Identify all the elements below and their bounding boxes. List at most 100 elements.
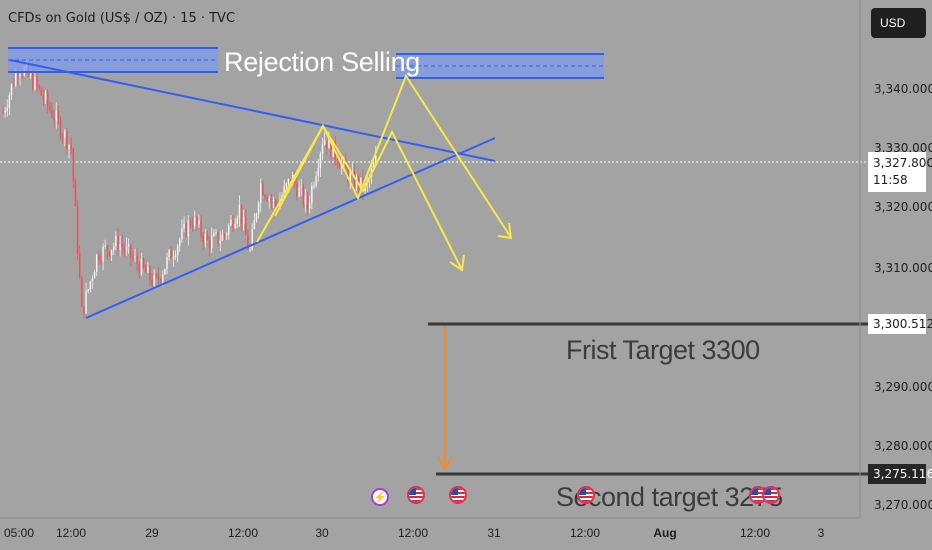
us-flag-icon[interactable]: [449, 486, 467, 504]
descending-trendline: [9, 59, 496, 162]
price-tick: 3,320.000: [874, 200, 932, 214]
bull-candle: [332, 141, 334, 157]
bull-candle: [162, 274, 164, 282]
bull-candle: [183, 223, 185, 229]
bear-candle: [206, 234, 209, 240]
us-flag-icon[interactable]: [577, 486, 595, 504]
bear-candle: [70, 144, 72, 149]
bull-candle: [272, 200, 275, 202]
bear-candle: [144, 267, 147, 273]
bull-candle: [6, 107, 9, 112]
bull-candle: [181, 228, 183, 240]
bull-candle: [308, 203, 311, 209]
bear-candle: [185, 223, 187, 237]
bear-candle: [353, 170, 356, 188]
time-tick: Aug: [653, 526, 677, 540]
bear-candle: [306, 195, 309, 209]
bull-candle: [242, 217, 245, 224]
bull-candle: [259, 183, 262, 203]
bull-candle: [166, 257, 168, 269]
time-tick: 30: [315, 526, 329, 540]
bear-candle: [189, 220, 192, 226]
bear-candle: [40, 88, 43, 96]
price-axis[interactable]: 3,340.000 3,330.000 3,320.000 3,310.000 …: [860, 0, 932, 518]
bull-candle: [323, 140, 326, 145]
bull-candle: [44, 93, 47, 100]
bear-candle: [136, 256, 138, 265]
time-tick: 05:00: [3, 526, 35, 540]
bear-candle: [81, 277, 83, 307]
bear-candle: [240, 204, 243, 224]
target-arrowhead: [437, 456, 453, 471]
bull-candle: [115, 236, 117, 247]
symbol-title[interactable]: CFDs on Gold (US$ / OZ) · 15 · TVC: [8, 11, 236, 26]
bull-candle: [64, 131, 66, 138]
bull-candle: [193, 217, 196, 227]
bear-candle: [100, 260, 102, 262]
bull-candle: [10, 84, 13, 96]
price-tick: 3,310.000: [874, 261, 932, 275]
rejection-zone-left: [8, 47, 218, 73]
time-tick: 3: [817, 526, 825, 540]
us-flag-icon[interactable]: [407, 486, 425, 504]
bear-candle: [117, 236, 119, 250]
bear-candle: [277, 207, 279, 209]
bull-candle: [168, 250, 170, 258]
bear-candle: [138, 264, 141, 275]
bear-candle: [274, 200, 277, 208]
current-price-tag: 3,327.800 11:58: [868, 152, 932, 192]
bear-candle: [21, 74, 23, 76]
bull-candle: [85, 290, 87, 313]
first-target-label: Frist Target 3300: [566, 335, 760, 365]
bull-candle: [279, 200, 281, 209]
time-axis[interactable]: 05:00 12:00 29 12:00 30 12:00 31 12:00 A…: [0, 518, 860, 550]
bear-candle: [302, 186, 305, 205]
bear-candle: [46, 93, 49, 106]
projection-path-2: [274, 123, 463, 271]
bull-candle: [164, 268, 166, 275]
bear-candle: [223, 234, 226, 236]
bull-candle: [89, 281, 92, 290]
time-tick: 12:00: [227, 526, 259, 540]
bull-candle: [95, 254, 98, 272]
bear-candle: [232, 219, 234, 229]
bull-candle: [304, 195, 307, 205]
bull-candle: [230, 219, 232, 226]
lightning-icon[interactable]: ⚡: [371, 488, 389, 506]
bear-candle: [17, 73, 19, 77]
current-price: 3,327.800: [873, 156, 932, 170]
bull-candle: [29, 73, 32, 76]
projection-arrowhead-1: [497, 222, 513, 240]
bull-candle: [104, 245, 106, 247]
bull-candle: [328, 137, 330, 149]
bear-candle: [123, 247, 126, 251]
bear-candle: [72, 148, 75, 181]
second-target-price-tag: 3,275.116: [868, 464, 932, 484]
bear-candle: [2, 112, 4, 114]
bull-candle: [179, 239, 181, 246]
bull-candle: [249, 249, 251, 251]
currency-button[interactable]: USD: [871, 8, 926, 38]
us-flag-icon[interactable]: [762, 486, 780, 504]
bull-candle: [210, 236, 213, 249]
bull-candle: [236, 218, 239, 225]
bull-candle: [255, 213, 258, 220]
bear-candle: [108, 251, 111, 256]
bull-candle: [319, 153, 322, 169]
time-tick: 12:00: [739, 526, 771, 540]
bear-candle: [202, 235, 204, 243]
bear-candle: [36, 76, 38, 86]
bull-candle: [321, 144, 324, 154]
bull-candle: [55, 111, 57, 121]
bear-candle: [83, 306, 85, 313]
bull-candle: [110, 249, 113, 256]
bull-candle: [102, 246, 104, 262]
bull-candle: [174, 255, 177, 258]
bull-candle: [93, 271, 96, 279]
bear-candle: [76, 206, 79, 254]
projection-arrowhead-2: [449, 254, 465, 272]
rejection-zone-right: [396, 53, 604, 79]
bull-candle: [215, 231, 217, 234]
bull-candle: [375, 155, 377, 164]
